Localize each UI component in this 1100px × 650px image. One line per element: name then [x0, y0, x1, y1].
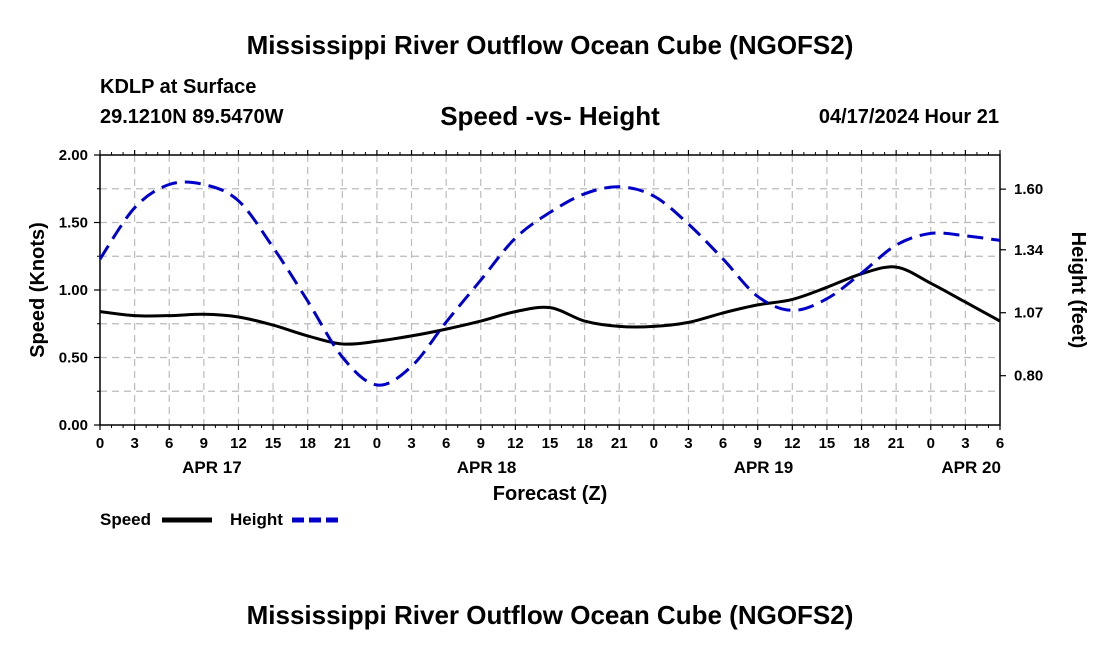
y2-tick-label: 1.34	[1014, 242, 1044, 259]
x-tick-label: 21	[334, 435, 351, 452]
x-tick-label: 18	[299, 435, 316, 452]
footer-title: Mississippi River Outflow Ocean Cube (NG…	[246, 600, 854, 630]
grid-layer	[100, 155, 1000, 425]
y-tick-label: 0.50	[59, 350, 88, 367]
x-tick-label: 0	[373, 435, 381, 452]
x-tick-label: 15	[542, 435, 559, 452]
x-tick-label: 3	[961, 435, 969, 452]
x-tick-label: 21	[611, 435, 628, 452]
x-tick-label: 9	[754, 435, 762, 452]
date-label: APR 17	[182, 458, 242, 477]
series-line-height	[98, 180, 1001, 387]
legend-speed-label: Speed	[100, 510, 151, 529]
x-tick-label: 12	[230, 435, 247, 452]
y2-tick-label: 1.60	[1014, 181, 1043, 198]
date-label: APR 19	[734, 458, 794, 477]
x-tick-label: 6	[719, 435, 727, 452]
x-tick-label: 9	[200, 435, 208, 452]
y-axis-label: Speed (Knots)	[27, 222, 49, 358]
y-tick-label: 2.00	[59, 147, 88, 164]
x-tick-label: 6	[442, 435, 450, 452]
datetime-label: 04/17/2024 Hour 21	[818, 106, 999, 128]
x-axis-label: Forecast (Z)	[493, 483, 607, 505]
y2-tick-label: 0.80	[1014, 368, 1043, 385]
x-tick-label: 3	[684, 435, 692, 452]
y-tick-label: 1.50	[59, 215, 88, 232]
x-tick-label: 0	[96, 435, 104, 452]
legend-height-label: Height	[230, 510, 283, 529]
x-tick-label: 21	[888, 435, 905, 452]
series-line-speed	[99, 265, 1001, 346]
chart-title: Speed -vs- Height	[440, 101, 660, 131]
date-label: APR 20	[941, 458, 1001, 477]
x-tick-label: 0	[650, 435, 658, 452]
date-label: APR 18	[457, 458, 517, 477]
x-tick-label: 3	[407, 435, 415, 452]
x-tick-label: 3	[130, 435, 138, 452]
ticks-layer: 0 3 6 9 12 15 18 21 0 3 6 9 12 15 18 21 0 3 6 9 12 15 18 21 0 3 6 0…	[59, 147, 1044, 477]
y2-tick-label: 1.07	[1014, 305, 1043, 322]
series-layer	[98, 180, 1001, 387]
x-tick-label: 6	[165, 435, 173, 452]
x-tick-label: 12	[507, 435, 524, 452]
x-tick-label: 9	[477, 435, 485, 452]
legend: Speed Height	[100, 510, 342, 529]
station-label: KDLP at Surface	[100, 76, 257, 98]
x-tick-label: 0	[927, 435, 935, 452]
x-tick-label: 18	[576, 435, 593, 452]
x-tick-label: 12	[784, 435, 801, 452]
coordinates-label: 29.1210N 89.5470W	[100, 106, 284, 128]
y-tick-label: 1.00	[59, 282, 88, 299]
y-tick-label: 0.00	[59, 417, 88, 434]
y2-axis-label: Height (feet)	[1067, 232, 1089, 349]
x-tick-label: 15	[819, 435, 836, 452]
main-title: Mississippi River Outflow Ocean Cube (NG…	[246, 30, 854, 60]
x-tick-label: 15	[265, 435, 282, 452]
x-tick-label: 6	[996, 435, 1004, 452]
x-tick-label: 18	[853, 435, 870, 452]
